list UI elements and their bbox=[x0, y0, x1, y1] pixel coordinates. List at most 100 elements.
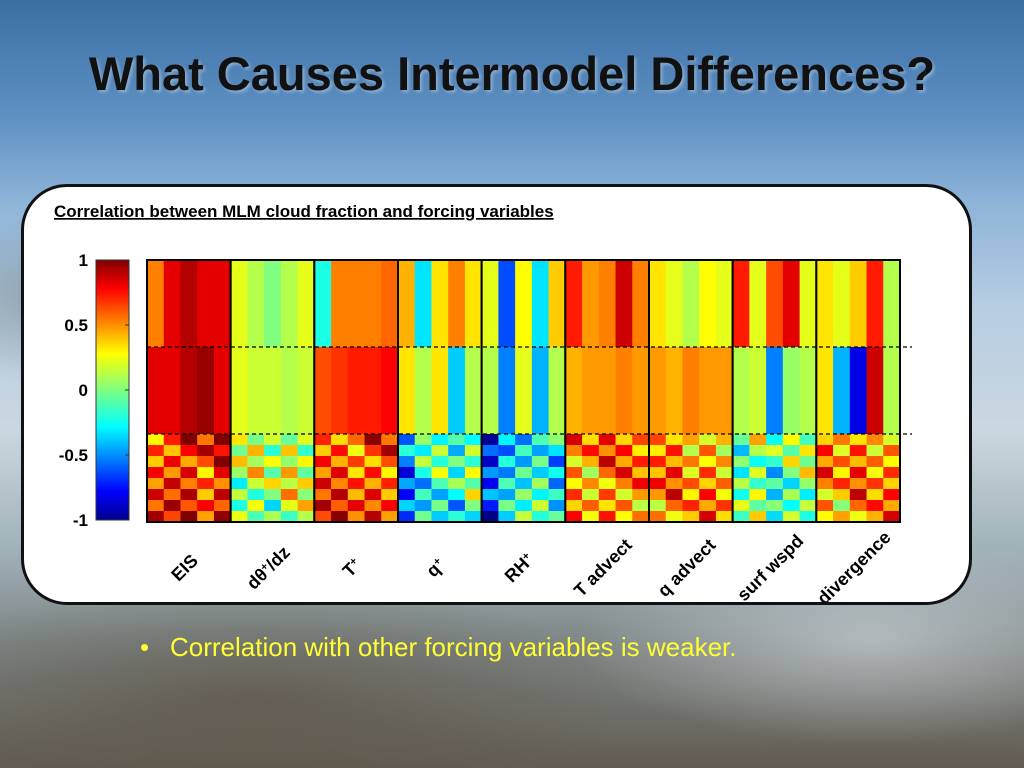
heatmap-cell bbox=[297, 456, 315, 468]
heatmap-cell bbox=[264, 478, 282, 490]
heatmap-cell bbox=[531, 489, 549, 501]
heatmap-cell bbox=[180, 478, 198, 490]
heatmap-cell bbox=[364, 347, 382, 434]
heatmap-cell bbox=[297, 347, 315, 434]
heatmap-cell bbox=[849, 445, 867, 457]
heatmap-cell bbox=[816, 511, 834, 523]
heatmap-cell bbox=[782, 260, 800, 347]
heatmap-cell bbox=[431, 347, 449, 434]
heatmap-cell bbox=[498, 467, 516, 479]
heatmap-cell bbox=[849, 500, 867, 512]
heatmap-cell bbox=[247, 434, 265, 446]
heatmap-cell bbox=[230, 456, 248, 468]
heatmap-cell bbox=[163, 467, 181, 479]
heatmap-cell bbox=[866, 511, 884, 523]
heatmap-cell bbox=[665, 456, 683, 468]
heatmap-cell bbox=[615, 478, 633, 490]
heatmap-cell bbox=[816, 500, 834, 512]
heatmap-cell bbox=[615, 511, 633, 523]
heatmap-cell bbox=[632, 467, 650, 479]
heatmap-cell bbox=[448, 467, 466, 479]
heatmap-cell bbox=[163, 489, 181, 501]
heatmap-cell bbox=[247, 260, 265, 347]
heatmap-cell bbox=[766, 347, 784, 434]
heatmap-cell bbox=[431, 434, 449, 446]
bullet-text: Correlation with other forcing variables… bbox=[170, 632, 737, 662]
heatmap-cell bbox=[264, 489, 282, 501]
heatmap-cell bbox=[247, 445, 265, 457]
heatmap-cell bbox=[280, 347, 298, 434]
heatmap-cell bbox=[381, 434, 399, 446]
heatmap-cell bbox=[816, 467, 834, 479]
heatmap-cell bbox=[582, 434, 600, 446]
x-axis-label: dθ+/dz bbox=[243, 542, 294, 593]
heatmap-cell bbox=[732, 500, 750, 512]
heatmap-cell bbox=[833, 445, 851, 457]
heatmap-cell bbox=[598, 500, 616, 512]
heatmap-cell bbox=[799, 260, 817, 347]
heatmap-cell bbox=[147, 511, 165, 523]
heatmap-cell bbox=[548, 260, 566, 347]
heatmap-cell bbox=[816, 478, 834, 490]
heatmap-cell bbox=[766, 467, 784, 479]
heatmap-cell bbox=[247, 500, 265, 512]
heatmap-cell bbox=[565, 434, 583, 446]
heatmap-cell bbox=[163, 500, 181, 512]
heatmap-cell bbox=[715, 260, 734, 347]
heatmap-cell bbox=[833, 347, 851, 434]
heatmap-cell bbox=[749, 467, 767, 479]
heatmap-cell bbox=[598, 489, 616, 501]
heatmap-block bbox=[648, 259, 734, 523]
heatmap-cell bbox=[364, 434, 382, 446]
heatmap-cell bbox=[883, 445, 901, 457]
heatmap-cell bbox=[883, 500, 901, 512]
heatmap-cell bbox=[464, 445, 483, 457]
heatmap-cell bbox=[799, 478, 817, 490]
heatmap-cell bbox=[782, 489, 800, 501]
heatmap-cell bbox=[398, 489, 416, 501]
heatmap-cell bbox=[749, 445, 767, 457]
heatmap-cell bbox=[280, 489, 298, 501]
heatmap-cell bbox=[448, 347, 466, 434]
heatmap-cell bbox=[230, 489, 248, 501]
heatmap-cell bbox=[464, 467, 483, 479]
heatmap-cell bbox=[314, 500, 332, 512]
heatmap-cell bbox=[180, 456, 198, 468]
heatmap-cell bbox=[347, 434, 365, 446]
heatmap-cell bbox=[782, 347, 800, 434]
heatmap-cell bbox=[163, 260, 181, 347]
heatmap-cell bbox=[414, 434, 432, 446]
heatmap-cell bbox=[314, 489, 332, 501]
heatmap-cell bbox=[515, 434, 533, 446]
x-axis-label: RH+ bbox=[501, 549, 538, 586]
heatmap-cell bbox=[264, 456, 282, 468]
heatmap-cell bbox=[649, 500, 667, 512]
heatmap-cell bbox=[230, 347, 248, 434]
heatmap-cell bbox=[782, 456, 800, 468]
heatmap-cell bbox=[665, 478, 683, 490]
heatmap-cell bbox=[180, 347, 198, 434]
x-axis-label: surf wspd bbox=[733, 531, 807, 602]
heatmap-cell bbox=[615, 456, 633, 468]
heatmap-cell bbox=[632, 445, 650, 457]
heatmap-cell bbox=[682, 347, 700, 434]
heatmap-cell bbox=[314, 511, 332, 523]
heatmap-cell bbox=[163, 445, 181, 457]
heatmap-cell bbox=[414, 467, 432, 479]
heatmap-cell bbox=[331, 511, 349, 523]
heatmap-cell bbox=[782, 445, 800, 457]
heatmap-block bbox=[815, 259, 901, 523]
heatmap-cell bbox=[448, 489, 466, 501]
heatmap-cell bbox=[799, 434, 817, 446]
heatmap-cell bbox=[414, 500, 432, 512]
x-axis-label: T+ bbox=[339, 555, 365, 581]
heatmap-cell bbox=[297, 260, 315, 347]
heatmap-cell bbox=[766, 456, 784, 468]
heatmap-cell bbox=[799, 445, 817, 457]
heatmap-cell bbox=[883, 467, 901, 479]
heatmap-cell bbox=[147, 445, 165, 457]
heatmap-cell bbox=[347, 489, 365, 501]
heatmap-cell bbox=[431, 500, 449, 512]
heatmap-cell bbox=[649, 260, 667, 347]
heatmap-cell bbox=[398, 478, 416, 490]
